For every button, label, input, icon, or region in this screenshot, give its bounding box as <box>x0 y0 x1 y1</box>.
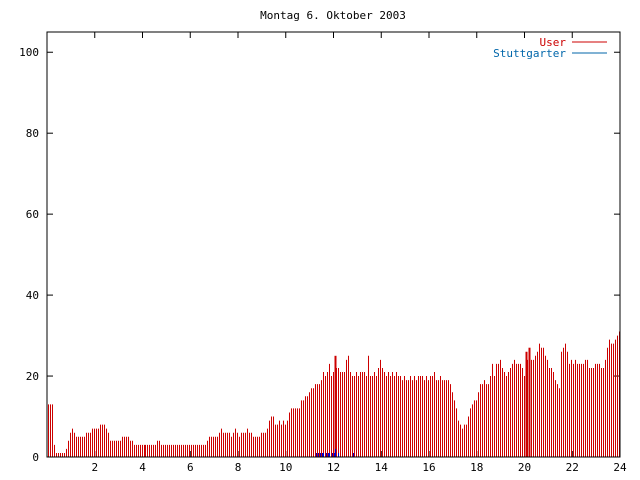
x-tick-label: 24 <box>613 461 627 474</box>
y-tick-label: 100 <box>19 46 39 59</box>
x-tick-label: 4 <box>139 461 146 474</box>
user-spike <box>334 355 337 457</box>
x-tick-label: 22 <box>566 461 579 474</box>
y-tick-label: 80 <box>26 127 39 140</box>
x-tick-label: 18 <box>470 461 483 474</box>
x-tick-label: 16 <box>422 461 435 474</box>
x-tick-label: 2 <box>91 461 98 474</box>
x-tick-label: 10 <box>279 461 292 474</box>
user-spike <box>525 351 528 457</box>
y-tick-label: 40 <box>26 289 39 302</box>
series-stuttgarter <box>316 448 354 457</box>
plot-frame <box>46 31 621 458</box>
chart-title: Montag 6. Oktober 2003 <box>260 9 406 22</box>
x-tick-label: 6 <box>187 461 194 474</box>
series-user <box>48 331 620 457</box>
x-tick-label: 12 <box>327 461 340 474</box>
y-tick-label: 0 <box>32 451 39 464</box>
y-tick-label: 20 <box>26 370 39 383</box>
user-spike <box>528 347 531 457</box>
y-tick-label: 60 <box>26 208 39 221</box>
legend-label-user: User <box>540 36 567 49</box>
x-tick-label: 20 <box>518 461 531 474</box>
x-tick-label: 8 <box>235 461 242 474</box>
legend-label-stuttgarter: Stuttgarter <box>493 47 566 60</box>
x-tick-label: 14 <box>375 461 389 474</box>
legend: User Stuttgarter <box>493 36 607 60</box>
